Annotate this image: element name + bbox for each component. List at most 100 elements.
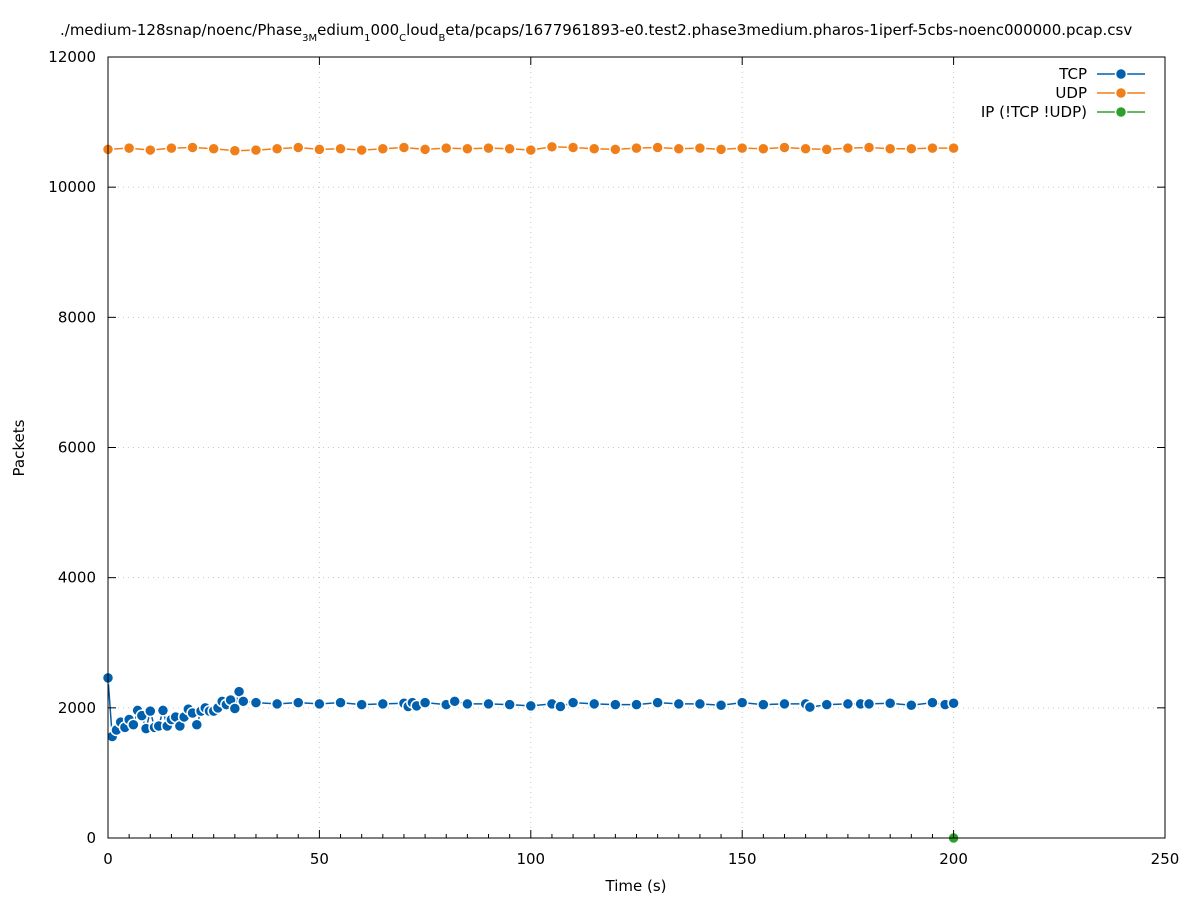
series-point — [524, 699, 538, 713]
series-point — [524, 143, 538, 157]
x-tick-label: 200 — [939, 850, 968, 868]
series-point — [926, 696, 939, 709]
series-point — [228, 144, 242, 157]
series-point — [905, 698, 918, 712]
series-point — [883, 142, 897, 156]
series-0 — [101, 671, 960, 743]
series-point — [122, 141, 136, 155]
series-point — [820, 698, 834, 711]
series-point — [820, 143, 834, 156]
series-point — [461, 697, 474, 711]
y-tick-label: 0 — [86, 829, 96, 847]
title-part: eta/pcaps/1677961893-e0.test2.phase3medi… — [445, 21, 1132, 39]
series-point — [714, 143, 728, 156]
series-point — [503, 142, 516, 156]
y-axis-label: Packets — [10, 419, 28, 476]
series-point — [841, 697, 855, 711]
series-point — [376, 697, 390, 711]
series-point — [334, 142, 347, 156]
legend-swatch-point — [1114, 105, 1128, 119]
y-tick-label: 2000 — [58, 699, 96, 717]
legend-label: UDP — [1055, 84, 1087, 102]
x-tick-label: 50 — [310, 850, 329, 868]
series-point — [439, 141, 453, 155]
series-point — [545, 140, 559, 154]
series-point — [735, 696, 749, 709]
series-point — [313, 697, 326, 711]
plot-frame — [107, 56, 1166, 839]
series-point — [566, 696, 580, 709]
series-point — [482, 697, 495, 711]
series-point — [609, 698, 622, 711]
series-point — [376, 142, 390, 156]
series-1 — [101, 140, 960, 157]
legend-label: TCP — [1058, 65, 1087, 83]
series-point — [757, 698, 770, 711]
chart-title: ./medium-128snap/noenc/Phase3Medium1000C… — [60, 21, 1132, 44]
series-point — [144, 143, 157, 157]
series-point — [587, 697, 601, 711]
series-point — [503, 698, 516, 711]
series-point — [292, 696, 305, 709]
title-part: ./medium-128snap/noenc/Phase — [60, 21, 302, 39]
series-point — [841, 141, 855, 155]
series-point — [397, 141, 411, 154]
series-point — [778, 141, 791, 154]
series-point — [778, 697, 791, 711]
series-point — [207, 142, 220, 156]
title-part: 000 — [371, 21, 400, 39]
series-point — [249, 143, 263, 157]
y-tick-label: 6000 — [58, 439, 96, 457]
series-point — [165, 141, 178, 155]
title-part: 3M — [302, 33, 317, 44]
series-point — [947, 697, 960, 710]
series-point — [630, 141, 643, 155]
series-point — [630, 698, 643, 711]
series-point — [926, 141, 939, 155]
series-point — [799, 142, 812, 156]
series-point — [862, 141, 876, 154]
series-point — [448, 695, 461, 708]
series-point — [947, 141, 960, 155]
series-point — [482, 141, 495, 155]
series-layer — [101, 140, 960, 845]
y-tick-label: 8000 — [58, 308, 96, 326]
series-point — [144, 704, 157, 718]
series-point — [313, 143, 326, 156]
series-point — [249, 696, 263, 709]
legend-label: IP (!TCP !UDP) — [981, 103, 1087, 121]
series-point — [418, 696, 432, 709]
title-part: loud — [406, 21, 438, 39]
series-point — [672, 697, 686, 711]
series-point — [714, 698, 728, 712]
series-point — [693, 141, 707, 155]
series-point — [355, 143, 368, 157]
y-tick-label: 4000 — [58, 569, 96, 587]
series-point — [651, 141, 664, 154]
series-point — [461, 142, 474, 156]
series-point — [566, 141, 580, 154]
title-part: 1 — [364, 33, 370, 44]
x-tick-label: 100 — [516, 850, 545, 868]
series-point — [651, 696, 664, 709]
series-point — [270, 142, 284, 156]
series-point — [905, 142, 918, 156]
x-tick-label: 250 — [1151, 850, 1180, 868]
title-part: C — [399, 33, 406, 44]
series-point — [735, 141, 749, 155]
legend-swatch-point — [1114, 67, 1128, 81]
series-point — [418, 143, 432, 156]
series-point — [334, 696, 347, 709]
series-point — [186, 141, 199, 154]
series-point — [190, 718, 204, 732]
series-point — [883, 697, 897, 710]
series-point — [609, 143, 622, 156]
series-point — [228, 702, 242, 715]
series-point — [672, 142, 686, 156]
y-tick-label: 10000 — [48, 178, 96, 196]
title-part: edium — [317, 21, 364, 39]
series-point — [127, 718, 140, 732]
series-point — [554, 700, 567, 713]
legend-swatch-point — [1114, 86, 1128, 100]
series-point — [862, 697, 876, 711]
